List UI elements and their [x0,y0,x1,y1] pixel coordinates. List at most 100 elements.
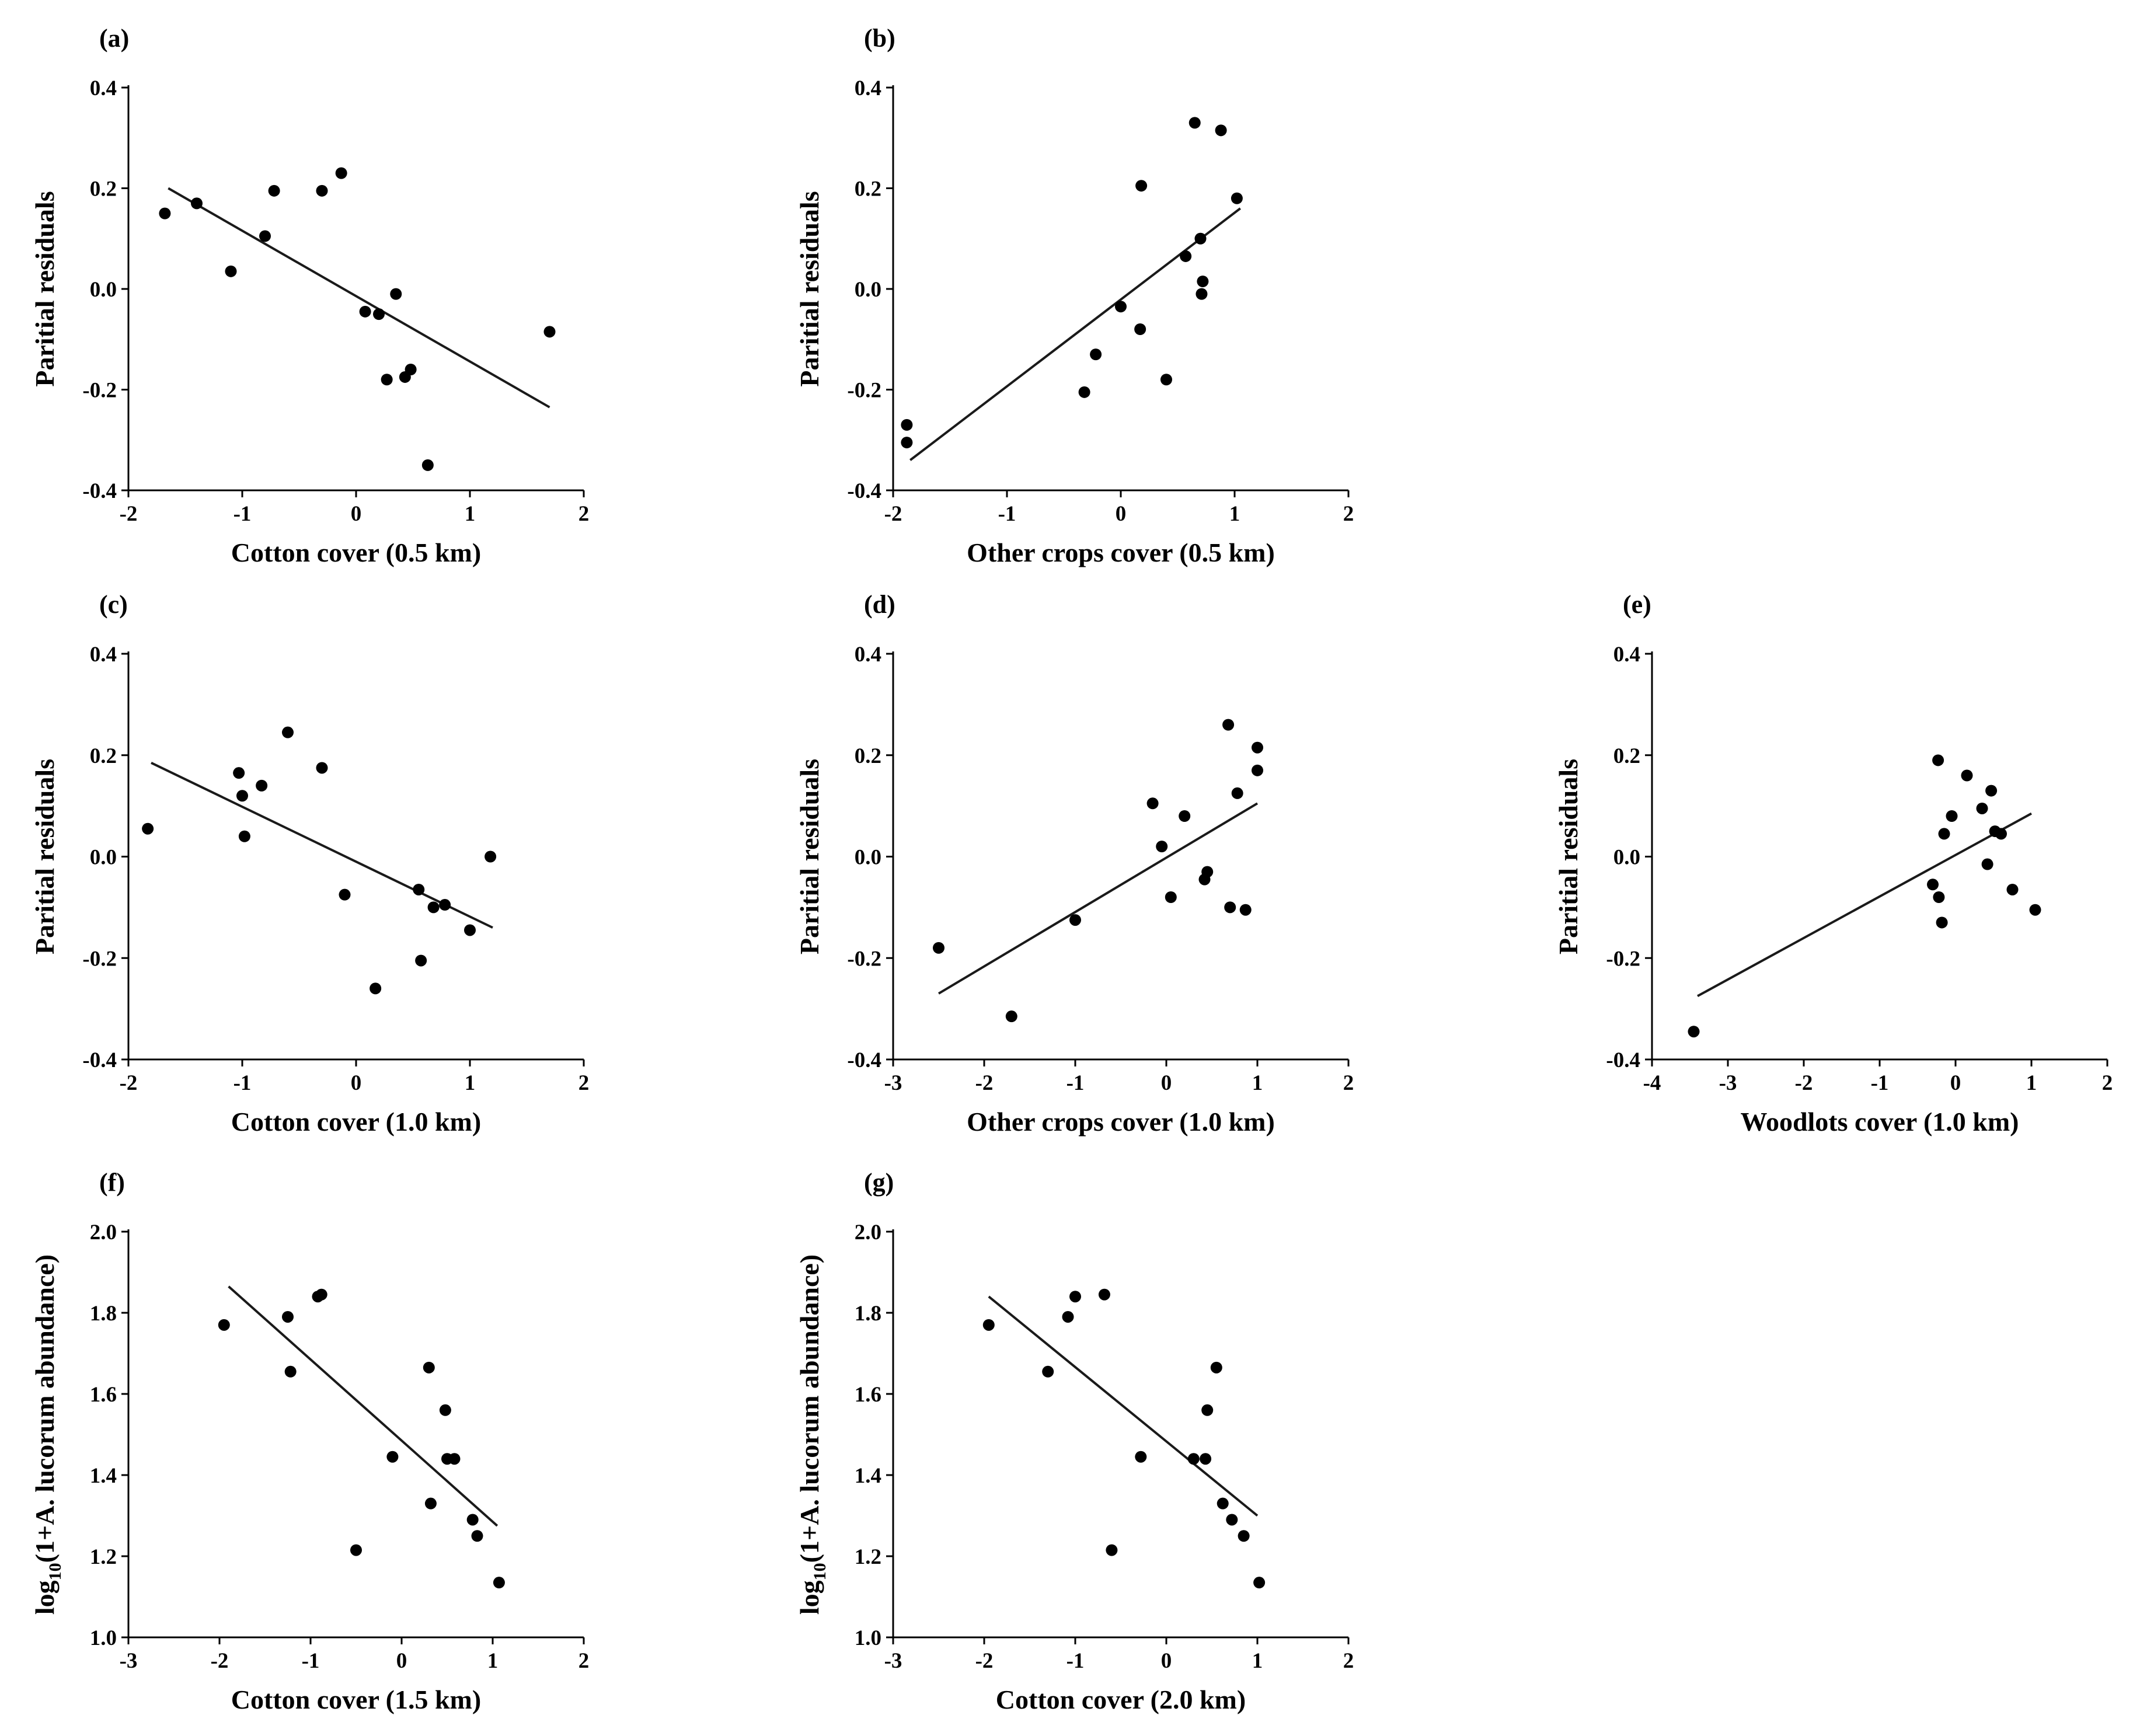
data-point [373,308,385,320]
data-point [315,1288,327,1301]
data-point [1981,858,1993,870]
data-point [901,419,913,431]
data-point [427,901,440,914]
data-point [1187,1453,1200,1465]
y-tick-label: 1.4 [90,1464,117,1488]
data-point [1224,901,1236,914]
data-point [1932,754,1944,766]
x-tick-label: -1 [302,1649,320,1673]
x-tick-label: -3 [884,1071,902,1095]
data-point [1985,785,1998,797]
panel-label: (b) [864,24,895,53]
data-point [1194,232,1207,245]
data-point [423,1361,435,1374]
data-point [1106,1544,1118,1556]
data-point [1196,288,1208,300]
data-point [421,459,434,471]
x-tick-label: -4 [1643,1071,1661,1095]
x-tick-label: -1 [1066,1071,1085,1095]
data-point [464,924,476,936]
x-tick-label: 1 [2026,1071,2037,1095]
y-tick-label: -0.4 [847,1048,881,1072]
data-point [1252,764,1263,776]
regression-line [168,187,550,409]
x-tick-label: -1 [233,502,252,526]
data-point [1146,797,1159,810]
y-axis-label-prefix: log [30,1580,60,1615]
data-point [405,364,417,375]
x-tick-label: -3 [884,1649,902,1673]
y-axis-label: Paritial residuals [30,191,60,386]
x-tick-label: -2 [884,502,902,526]
y-tick-label: -0.2 [82,947,117,971]
svg-text:log10(1+A. lucorum abundance): log10(1+A. lucorum abundance) [30,1254,65,1615]
y-axis-label: log10(1+A. lucorum abundance) [30,1254,65,1615]
data-point [413,883,425,895]
x-tick-label: -2 [211,1649,229,1673]
chart-panel-4: (d) -3 -2 -1 0 1 2 -0.4 -0.2 0.0 0.2 0.4 Other crops… [794,590,1354,1137]
x-tick-label: 1 [1252,1649,1263,1673]
x-tick-label: 2 [2102,1071,2113,1095]
regression-line [151,761,493,929]
data-point [466,1514,479,1526]
regression-line [988,1295,1259,1517]
data-point [1217,1497,1229,1510]
regression-line [909,207,1241,461]
data-point [233,767,245,779]
y-tick-label: 0.4 [90,643,117,667]
chart-panel-3: (c) -2 -1 0 1 2 -0.4 -0.2 0.0 0.2 0.4 Cotton cover … [30,590,589,1137]
data-point [1201,1404,1214,1416]
svg-text:log10(1+A. lucorum abundance): log10(1+A. lucorum abundance) [794,1254,829,1615]
data-point [2006,883,2019,895]
data-point [282,726,294,738]
y-tick-label: 1.0 [90,1626,117,1650]
data-point [1134,323,1146,335]
data-point [359,305,371,318]
x-tick-label: 2 [1343,1649,1354,1673]
data-point [1197,276,1209,288]
data-point [1156,841,1168,853]
x-tick-label: -2 [120,1071,138,1095]
y-tick-label: 1.8 [855,1302,881,1326]
x-tick-label: 0 [1116,502,1127,526]
y-tick-label: 0.4 [90,76,117,100]
data-point [259,230,271,242]
data-point [390,288,402,300]
data-point [1165,891,1177,903]
data-point [1005,1010,1017,1023]
y-tick-label: 0.0 [855,846,881,870]
y-tick-label: 1.6 [90,1383,117,1407]
data-point [1042,1365,1054,1378]
data-point [316,762,328,774]
regression-line [1697,812,2032,998]
data-point [1688,1026,1700,1038]
y-tick-label: -0.2 [1606,947,1640,971]
x-tick-label: -3 [1719,1071,1737,1095]
x-tick-label: 1 [487,1649,499,1673]
data-point [381,374,393,386]
y-axis-label: log10(1+A. lucorum abundance) [794,1254,829,1615]
data-point [225,265,237,277]
y-tick-label: -0.2 [847,379,881,403]
x-tick-label: 2 [1343,1071,1354,1095]
x-tick-label: 0 [1161,1071,1172,1095]
y-tick-label: 1.2 [90,1545,117,1569]
panel-label: (e) [1623,590,1651,619]
data-point [1179,810,1191,822]
data-point [1239,904,1252,916]
x-tick-label: -2 [1795,1071,1813,1095]
y-tick-label: -0.4 [82,1048,117,1072]
x-tick-label: -1 [1066,1649,1085,1673]
data-point [236,790,248,802]
panel-label: (c) [99,590,128,619]
y-tick-label: 0.2 [90,744,117,768]
data-point [1210,1361,1222,1374]
y-tick-label: 1.2 [855,1545,881,1569]
data-point [1069,914,1081,926]
data-point [1098,1288,1110,1301]
y-axis-label: Paritial residuals [30,759,60,954]
y-tick-label: 0.2 [855,744,881,768]
x-tick-label: 1 [465,1071,476,1095]
y-tick-label: -0.4 [82,479,117,503]
